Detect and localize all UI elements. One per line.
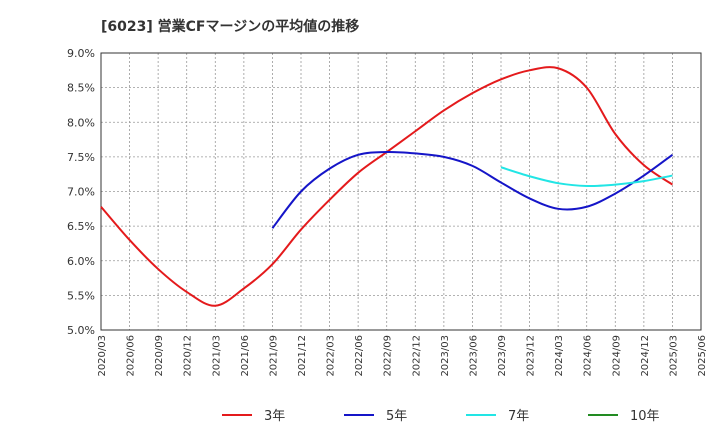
- x-tick-label: 2022/06: [354, 335, 365, 377]
- x-tick-label: 2024/03: [554, 335, 565, 377]
- series-line-7年: [500, 166, 673, 187]
- legend-label: 3年: [264, 409, 285, 424]
- x-tick-label: 2020/06: [126, 335, 137, 377]
- x-tick-label: 2024/06: [583, 335, 594, 377]
- x-tick-label: 2025/06: [697, 335, 708, 377]
- legend: 3年 5年 7年 10年: [222, 409, 660, 424]
- x-tick-label: 2024/09: [611, 335, 622, 377]
- x-tick-label: 2021/09: [268, 335, 279, 377]
- chart-title: [6023] 営業CFマージンの平均値の推移: [101, 18, 359, 35]
- x-tick-label: 2023/09: [497, 335, 508, 377]
- y-tick-label: 9.0%: [67, 47, 95, 60]
- x-tick-label: 2023/03: [440, 335, 451, 377]
- legend-label: 10年: [630, 409, 660, 424]
- y-tick-label: 7.5%: [67, 151, 95, 164]
- x-tick-label: 2025/03: [668, 335, 679, 377]
- y-tick-label: 7.0%: [67, 186, 95, 199]
- series-line-5年: [271, 150, 674, 229]
- x-tick-label: 2020/09: [154, 335, 165, 377]
- plot-frame: [100, 52, 702, 331]
- y-tick-label: 8.0%: [67, 116, 95, 129]
- legend-label: 5年: [386, 409, 407, 424]
- x-tick-label: 2022/12: [411, 335, 422, 377]
- series-lines: [100, 66, 674, 307]
- x-tick-label: 2020/12: [183, 335, 194, 377]
- y-tick-label: 5.5%: [67, 289, 95, 302]
- y-tick-label: 6.5%: [67, 220, 95, 233]
- y-tick-label: 8.5%: [67, 82, 95, 95]
- y-tick-label: 5.0%: [67, 324, 95, 337]
- x-tick-label: 2021/03: [211, 335, 222, 377]
- x-tick-label: 2022/09: [383, 335, 394, 377]
- x-tick-label: 2023/06: [468, 335, 479, 377]
- axes: 5.0% 5.5% 6.0% 6.5% 7.0% 7.5% 8.0% 8.5% 9.0% 2020…: [67, 47, 708, 377]
- grid: [100, 52, 702, 331]
- legend-label: 7年: [508, 409, 529, 424]
- x-tick-label: 2020/03: [97, 335, 108, 377]
- x-tick-label: 2021/12: [297, 335, 308, 377]
- x-tick-label: 2021/06: [240, 335, 251, 377]
- x-tick-label: 2022/03: [326, 335, 337, 377]
- x-tick-label: 2024/12: [640, 335, 651, 377]
- x-tick-label: 2023/12: [526, 335, 537, 377]
- y-tick-label: 6.0%: [67, 255, 95, 268]
